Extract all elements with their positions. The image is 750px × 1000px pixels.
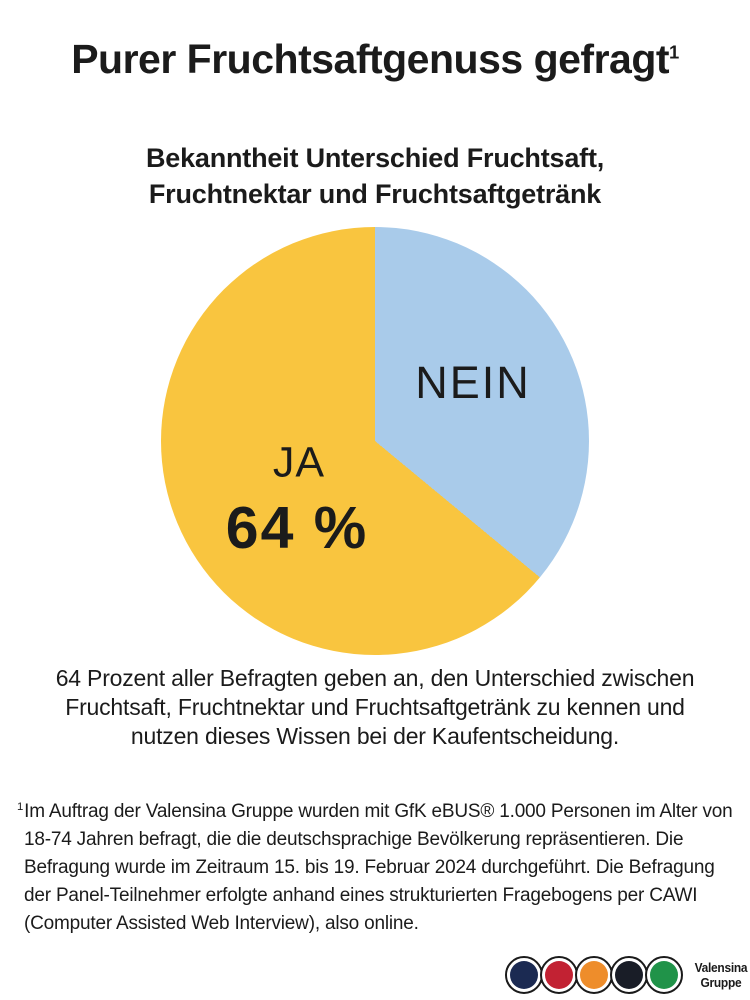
footnote-marker: 1 (17, 800, 24, 813)
footnote-text: Im Auftrag der Valensina Gruppe wurden m… (24, 801, 733, 934)
navy-circle-ring (504, 956, 543, 994)
caption-line2: Fruchtsaft, Fruchtnektar und Fruchtsaftg… (65, 694, 685, 720)
pie (161, 227, 589, 655)
caption-line1: 64 Prozent aller Befragten geben an, den… (55, 665, 695, 691)
logo-wordmark: Valensina Gruppe (694, 960, 747, 990)
pie-label-ja: JA (272, 438, 326, 487)
chart-title: Bekanntheit Unterschied Fruchtsaft, Fruc… (0, 140, 750, 212)
orange-circle (579, 961, 608, 989)
red-circle (544, 961, 573, 989)
caption-line3: nutzen dieses Wissen bei der Kaufentsche… (130, 723, 620, 749)
logo-circles (504, 956, 683, 994)
pie-chart: NEIN JA 64 % (161, 227, 589, 655)
logo-name-line2: Gruppe (700, 975, 742, 990)
red-circle-ring (539, 956, 578, 994)
logo-name-line1: Valensina (694, 960, 747, 975)
black-circle-ring (609, 956, 648, 994)
chart-title-line2: Fruchtnektar und Fruchtsaftgetränk (148, 179, 602, 209)
pie-label-nein: NEIN (415, 357, 531, 408)
navy-circle (509, 961, 538, 989)
footnote: 1Im Auftrag der Valensina Gruppe wurden … (17, 798, 736, 938)
page-title-text: Purer Fruchtsaftgenuss gefragt (71, 36, 670, 82)
chart-caption: 64 Prozent aller Befragten geben an, den… (0, 664, 750, 751)
green-circle-ring (644, 956, 683, 994)
pie-label-ja-value: 64 % (225, 495, 369, 561)
title-footnote-marker: 1 (669, 41, 679, 63)
green-circle (649, 961, 678, 989)
black-circle (614, 961, 643, 989)
orange-circle-ring (574, 956, 613, 994)
valensina-logo: Valensina Gruppe (504, 953, 747, 997)
chart-title-line1: Bekanntheit Unterschied Fruchtsaft, (145, 143, 605, 173)
page-title: Purer Fruchtsaftgenuss gefragt1 (0, 36, 750, 83)
